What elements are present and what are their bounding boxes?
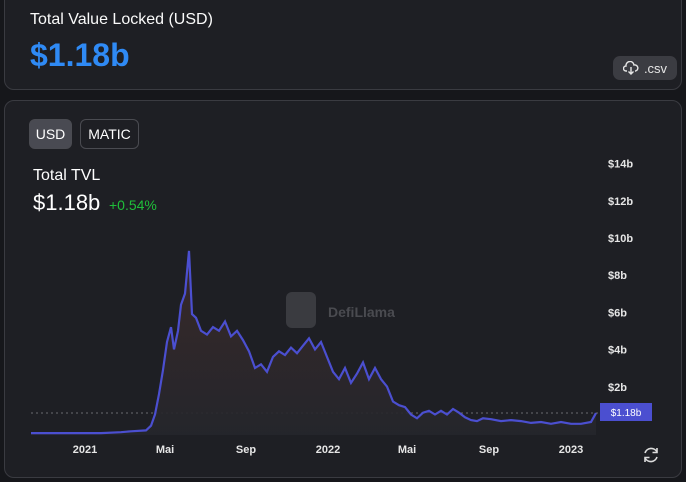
y-tick-label: $4b bbox=[608, 345, 627, 357]
total-tvl-label: Total TVL bbox=[33, 167, 101, 184]
watermark: DefiLlama bbox=[286, 292, 395, 328]
tvl-area bbox=[31, 250, 596, 435]
y-tick-label: $6b bbox=[608, 307, 627, 319]
total-tvl-value: $1.18b bbox=[33, 190, 101, 215]
x-tick-label: Mai bbox=[156, 444, 174, 456]
denomination-matic-button[interactable]: MATIC bbox=[80, 119, 139, 149]
cloud-download-icon bbox=[622, 61, 639, 75]
tvl-chart[interactable]: DefiLlama $2b $4b $6b $8b $10b $12b $14b 2021 M… bbox=[5, 101, 683, 479]
download-csv-button[interactable]: .csv bbox=[613, 56, 677, 80]
watermark-text: DefiLlama bbox=[328, 304, 395, 320]
denomination-usd-button[interactable]: USD bbox=[29, 119, 72, 149]
x-tick-label: Sep bbox=[479, 444, 499, 456]
x-tick-label: 2021 bbox=[73, 444, 97, 456]
y-tick-label: $2b bbox=[608, 382, 627, 394]
y-tick-label: $12b bbox=[608, 196, 633, 208]
chart-card: USD MATIC Total TVL $1.18b +0.54% DefiLl… bbox=[4, 100, 682, 478]
y-tick-label: $14b bbox=[608, 159, 633, 171]
current-value-badge: $1.18b bbox=[600, 403, 652, 421]
csv-label: .csv bbox=[643, 60, 668, 76]
tvl-value: $1.18b bbox=[30, 37, 130, 73]
x-tick-label: Sep bbox=[236, 444, 256, 456]
tvl-line bbox=[31, 250, 597, 435]
y-tick-label: $10b bbox=[608, 233, 633, 245]
tvl-title: Total Value Locked (USD) bbox=[30, 11, 213, 28]
x-tick-label: 2023 bbox=[559, 444, 583, 456]
y-tick-label: $8b bbox=[608, 270, 627, 282]
defillama-logo-icon bbox=[286, 292, 316, 328]
refresh-icon[interactable] bbox=[641, 445, 661, 465]
x-tick-label: 2022 bbox=[316, 444, 340, 456]
tvl-card: Total Value Locked (USD) $1.18b .csv bbox=[4, 0, 682, 90]
x-tick-label: Mai bbox=[398, 444, 416, 456]
current-value-label: $1.18b bbox=[611, 408, 642, 419]
total-tvl-change: +0.54% bbox=[109, 197, 157, 213]
